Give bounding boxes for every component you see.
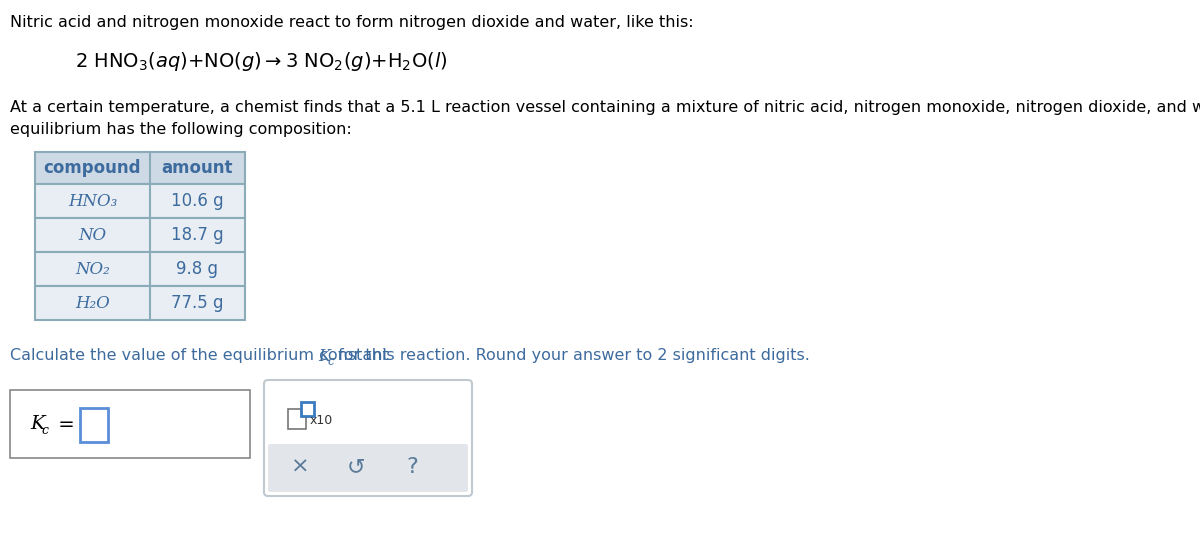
Text: ×: × (290, 457, 310, 477)
Text: Nitric acid and nitrogen monoxide react to form nitrogen dioxide and water, like: Nitric acid and nitrogen monoxide react … (10, 15, 694, 30)
Text: NO: NO (78, 227, 107, 244)
Text: K: K (30, 415, 44, 433)
Text: 10.6 g: 10.6 g (172, 192, 224, 210)
Text: H₂O: H₂O (76, 295, 110, 311)
FancyBboxPatch shape (35, 152, 245, 184)
Text: equilibrium has the following composition:: equilibrium has the following compositio… (10, 122, 352, 137)
FancyBboxPatch shape (268, 444, 468, 492)
Text: amount: amount (162, 159, 233, 177)
Text: ?: ? (406, 457, 418, 477)
Text: c: c (41, 424, 48, 438)
Text: compound: compound (43, 159, 142, 177)
FancyBboxPatch shape (35, 184, 245, 218)
FancyBboxPatch shape (264, 380, 472, 496)
Text: NO₂: NO₂ (76, 261, 110, 278)
FancyBboxPatch shape (288, 409, 306, 429)
Text: ↺: ↺ (347, 457, 365, 477)
Text: $2\ \mathregular{HNO}_3\mathit{(aq)}\mathregular{+NO}\mathit{(g)}\rightarrow 3\ : $2\ \mathregular{HNO}_3\mathit{(aq)}\mat… (74, 50, 448, 73)
Text: HNO₃: HNO₃ (68, 192, 118, 209)
Text: x10: x10 (310, 414, 334, 426)
FancyBboxPatch shape (35, 218, 245, 252)
Text: 18.7 g: 18.7 g (172, 226, 224, 244)
FancyBboxPatch shape (80, 408, 108, 442)
FancyBboxPatch shape (10, 390, 250, 458)
FancyBboxPatch shape (35, 286, 245, 320)
Text: 77.5 g: 77.5 g (172, 294, 223, 312)
Text: Calculate the value of the equilibrium constant: Calculate the value of the equilibrium c… (10, 348, 394, 363)
Text: 9.8 g: 9.8 g (176, 260, 218, 278)
Text: K: K (318, 348, 330, 365)
FancyBboxPatch shape (301, 402, 314, 416)
Text: c: c (328, 355, 334, 368)
Text: =: = (52, 415, 82, 433)
FancyBboxPatch shape (35, 252, 245, 286)
Text: for this reaction. Round your answer to 2 significant digits.: for this reaction. Round your answer to … (334, 348, 810, 363)
Text: At a certain temperature, a chemist finds that a 5.1 L reaction vessel containin: At a certain temperature, a chemist find… (10, 100, 1200, 115)
